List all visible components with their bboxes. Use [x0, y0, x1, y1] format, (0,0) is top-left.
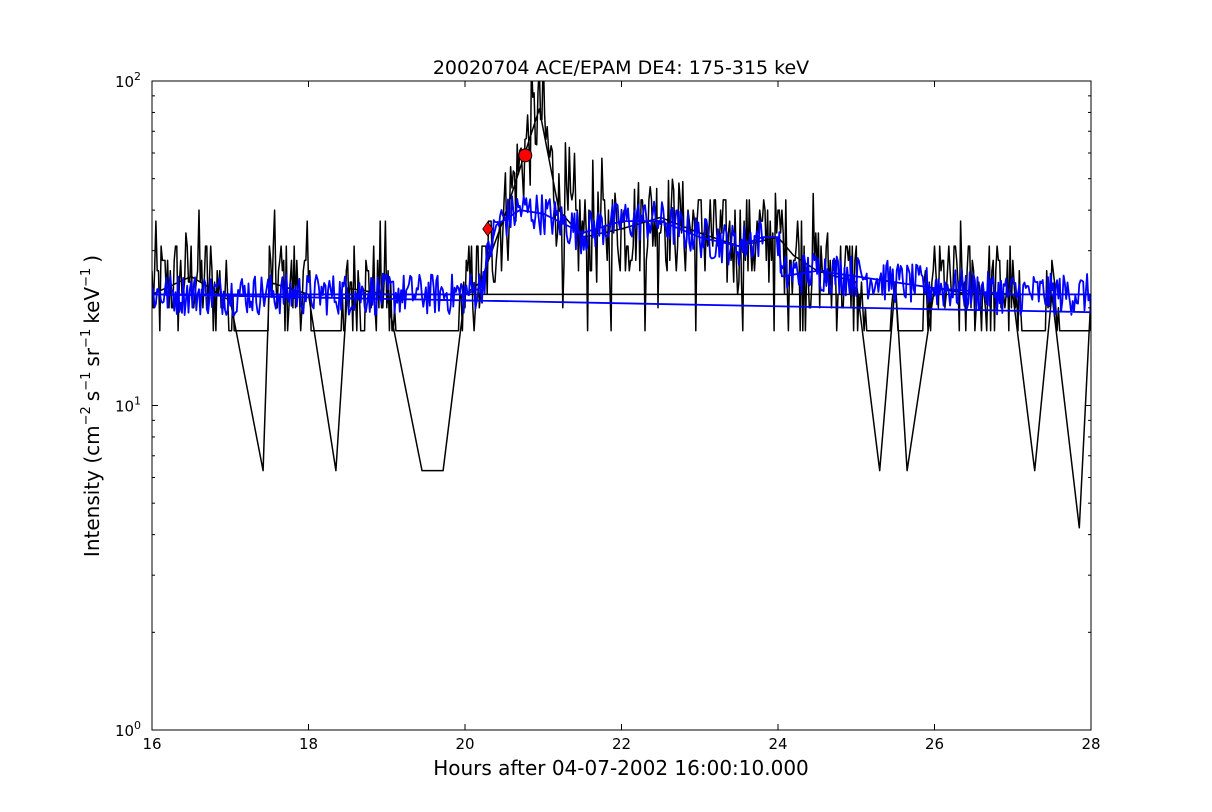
y-axis-label-sup-3: −1 — [79, 329, 94, 348]
x-tick-label: 18 — [299, 735, 318, 753]
series-layer — [152, 81, 1091, 529]
onset-marker-diamond — [482, 221, 494, 237]
y-axis-label-s: s — [80, 391, 104, 401]
marker-layer — [482, 148, 533, 237]
plot-area — [152, 81, 1091, 730]
y-axis-label-sup-4: −1 — [79, 268, 94, 287]
x-tick-label: 26 — [925, 735, 944, 753]
x-tick-label: 28 — [1081, 735, 1100, 753]
x-tick-label: 20 — [455, 735, 474, 753]
x-tick-label: 24 — [768, 735, 787, 753]
y-tick-label: 102 — [115, 70, 141, 91]
y-axis-label-sr: sr — [80, 347, 104, 366]
series-raw-line — [152, 81, 1091, 529]
y-tick-label: 101 — [115, 395, 141, 416]
y-axis-label: Intensity (cm−2s−1sr−1keV−1) — [79, 255, 104, 557]
y-axis-label-sup-1: −2 — [79, 406, 94, 425]
x-axis-label: Hours after 04-07-2002 16:00:10.000 — [433, 756, 809, 780]
chart-title: 20020704 ACE/EPAM DE4: 175-315 keV — [433, 57, 809, 79]
y-tick-label: 100 — [115, 719, 141, 740]
peak-marker-circle — [518, 148, 533, 163]
y-axis-label-kev: keV — [80, 287, 104, 324]
x-tick-label: 22 — [612, 735, 631, 753]
y-axis: 100 101 102 — [115, 70, 1091, 740]
x-tick-label: 16 — [142, 735, 161, 753]
x-axis: 16 18 20 22 24 26 28 — [142, 81, 1101, 753]
y-axis-label-prefix: Intensity (cm — [80, 425, 104, 557]
y-axis-label-suffix: ) — [80, 255, 104, 263]
y-axis-label-sup-2: −1 — [79, 372, 94, 391]
series-smoothed-line — [152, 194, 1091, 317]
